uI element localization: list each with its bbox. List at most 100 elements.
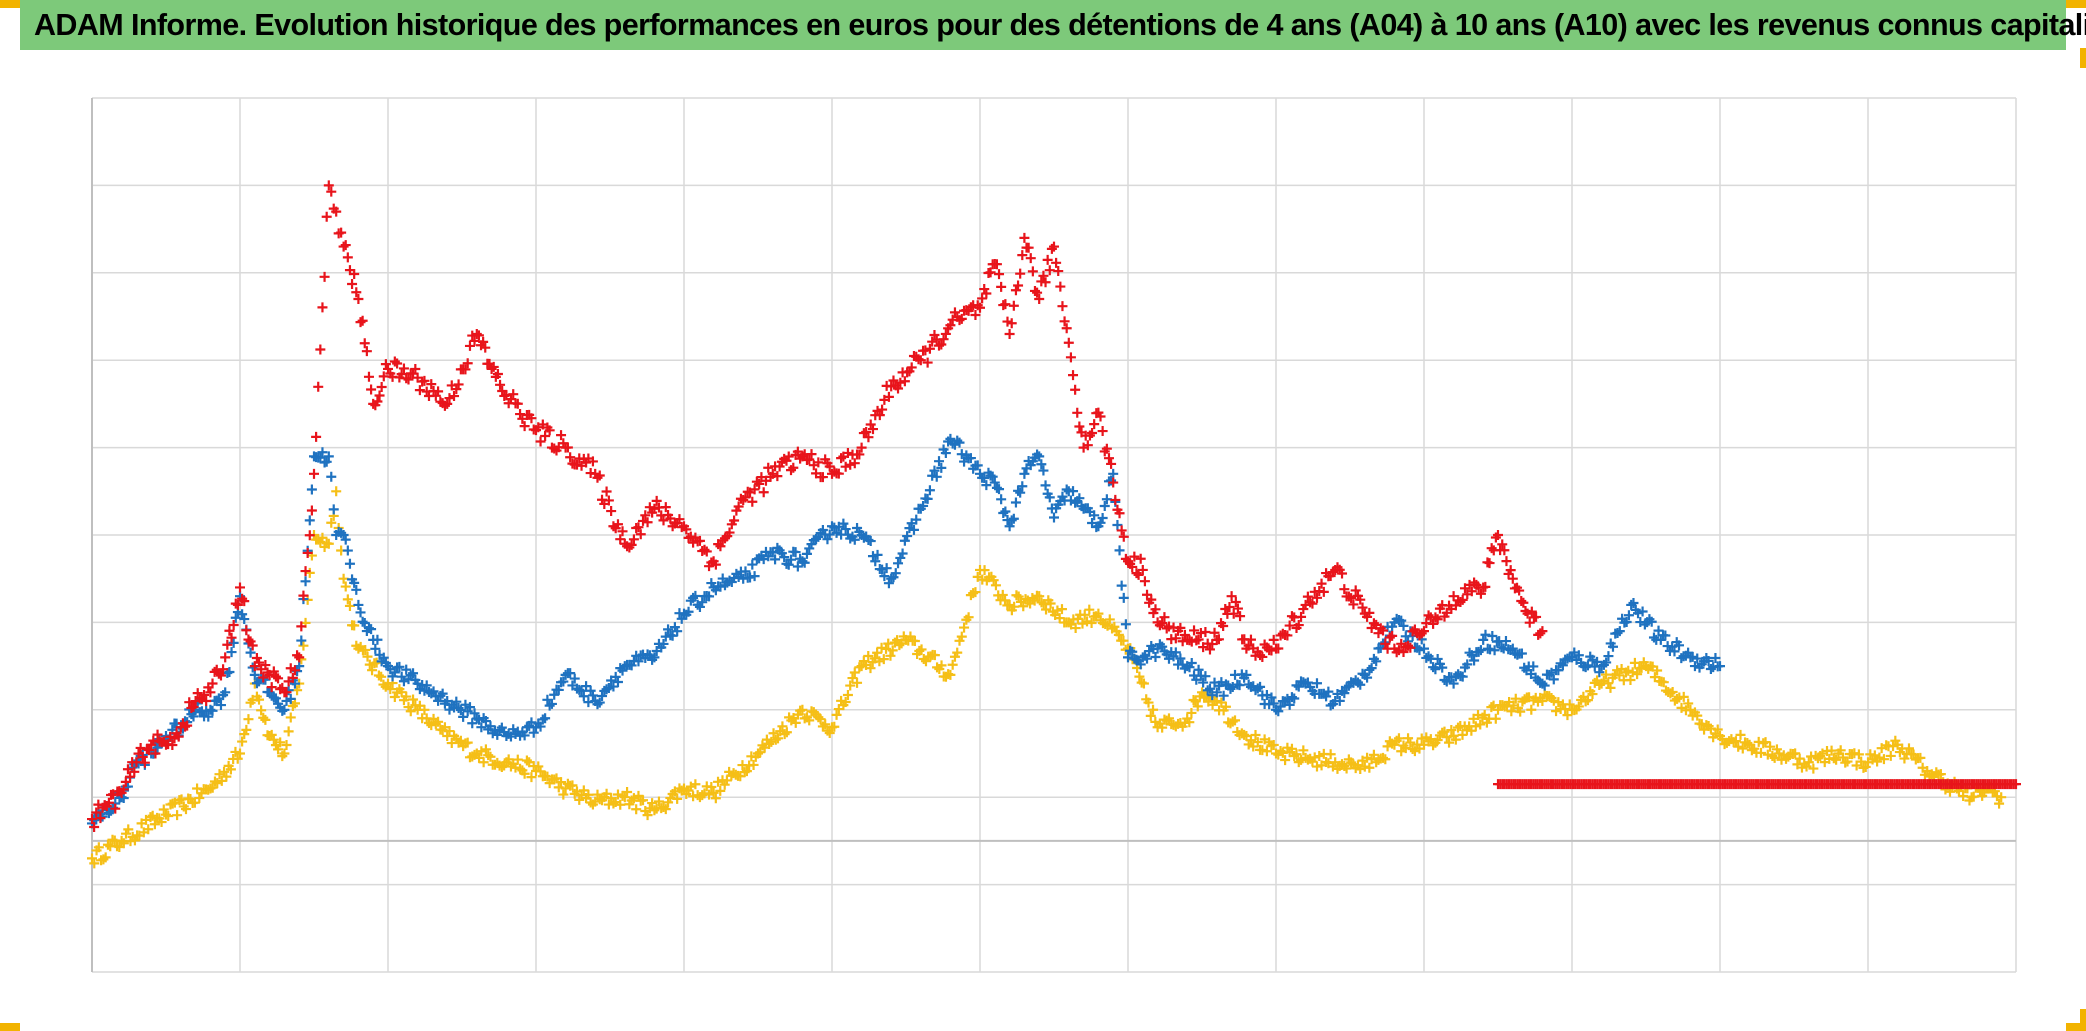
data-point (1284, 699, 1295, 710)
data-point (1489, 645, 1500, 656)
data-point (991, 259, 1002, 270)
data-point (294, 652, 305, 663)
data-point (1291, 749, 1302, 760)
data-point (87, 853, 97, 864)
data-point (237, 609, 248, 620)
data-point (571, 459, 582, 470)
data-point (1515, 706, 1526, 717)
data-point (758, 487, 769, 498)
data-point (1250, 729, 1261, 740)
data-point (1557, 660, 1568, 671)
data-point (991, 482, 1002, 493)
data-point (1548, 695, 1559, 706)
data-point (473, 330, 484, 341)
data-point (1000, 506, 1011, 517)
data-point (476, 746, 487, 757)
data-point (230, 612, 241, 623)
data-point (1437, 662, 1448, 673)
data-point (355, 607, 366, 618)
data-point (1651, 634, 1662, 645)
data-point (929, 465, 940, 476)
data-point (1118, 635, 1129, 646)
data-point (1032, 287, 1043, 298)
data-point (924, 485, 935, 496)
data-point (1120, 553, 1131, 564)
data-point (1198, 677, 1209, 688)
data-point (189, 797, 200, 808)
data-point (553, 684, 564, 695)
data-point (1123, 652, 1133, 663)
chart-title: ADAM Informe. Evolution historique des p… (34, 7, 2086, 42)
data-point (1490, 713, 1501, 724)
data-point (626, 539, 637, 550)
data-point (1061, 484, 1072, 495)
data-point (292, 650, 303, 661)
data-point (1594, 667, 1605, 678)
data-point (1113, 629, 1124, 640)
data-point (266, 729, 277, 740)
data-point (1462, 659, 1473, 670)
data-point (321, 538, 332, 549)
data-point (528, 727, 539, 738)
data-point (1193, 634, 1204, 645)
data-point (749, 484, 760, 495)
data-point (1564, 699, 1575, 710)
data-point (492, 368, 503, 379)
data-point (1500, 636, 1511, 647)
data-point (867, 424, 878, 435)
data-point (631, 804, 642, 815)
data-point (118, 838, 129, 849)
data-point (997, 589, 1008, 600)
data-point (885, 650, 896, 661)
data-point (180, 804, 191, 815)
data-point (544, 425, 555, 436)
data-point (972, 300, 983, 311)
data-point (1006, 318, 1017, 329)
data-point (1362, 672, 1373, 683)
data-point (249, 669, 260, 680)
data-point (1218, 621, 1229, 632)
data-point (1416, 628, 1427, 639)
data-point (394, 661, 405, 672)
data-point (587, 456, 598, 467)
data-point (1842, 756, 1853, 767)
data-point (642, 517, 653, 528)
data-point (1516, 596, 1527, 607)
data-point (715, 581, 726, 592)
data-point (856, 442, 867, 453)
data-point (433, 716, 444, 727)
data-point (1548, 674, 1559, 685)
data-point (895, 377, 906, 388)
data-point (1364, 607, 1375, 618)
data-point (894, 640, 905, 651)
data-point (1687, 651, 1698, 662)
data-point (1430, 664, 1441, 675)
data-point (603, 683, 614, 694)
data-point (1692, 653, 1703, 664)
data-point (922, 493, 933, 504)
data-point (1101, 443, 1112, 454)
data-point (1890, 735, 1901, 746)
data-point (1856, 756, 1867, 767)
data-point (824, 728, 835, 739)
data-point (370, 643, 381, 654)
data-point (1755, 747, 1766, 758)
data-point (688, 537, 699, 548)
data-point (362, 651, 373, 662)
data-point (1036, 459, 1047, 470)
data-point (1057, 301, 1068, 312)
data-point (1008, 513, 1019, 524)
data-point (1239, 672, 1250, 683)
data-point (1015, 487, 1026, 498)
data-point (1393, 645, 1404, 656)
data-point (741, 766, 752, 777)
data-point (1061, 323, 1072, 334)
data-point (612, 789, 623, 800)
data-point (1257, 651, 1268, 662)
data-point (1432, 614, 1443, 625)
data-point (1179, 663, 1190, 674)
data-point (398, 676, 409, 687)
data-point (1055, 281, 1066, 292)
data-point (801, 548, 812, 559)
data-point (1218, 690, 1229, 701)
